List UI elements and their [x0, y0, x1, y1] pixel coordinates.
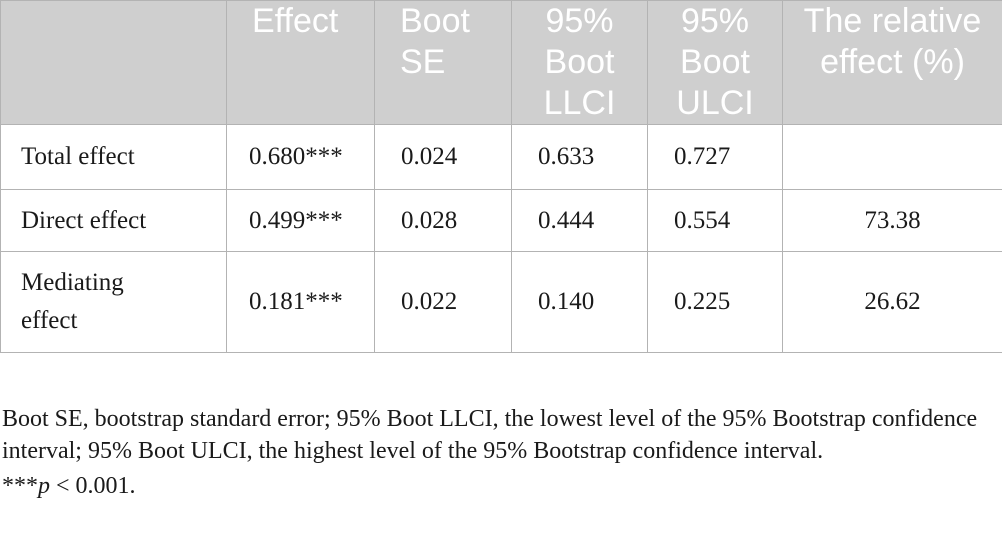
- cell-ulci: 0.727: [647, 124, 783, 190]
- significance-stars: ***: [2, 473, 38, 499]
- table-notes: Boot SE, bootstrap standard error; 95% B…: [2, 403, 992, 502]
- header-effect: Effect: [226, 0, 375, 125]
- table-header: Effect Boot SE 95% Boot LLCI 95% Boot UL…: [0, 0, 1002, 125]
- cell-effect: 0.680***: [226, 124, 375, 190]
- cell-boot-se: 0.028: [374, 189, 512, 252]
- p-symbol: p: [38, 473, 50, 499]
- mediation-effects-table: Effect Boot SE 95% Boot LLCI 95% Boot UL…: [0, 0, 1002, 353]
- cell-ulci: 0.225: [647, 251, 783, 353]
- significance-threshold: < 0.001.: [50, 473, 136, 499]
- header-relative-effect: The relative effect (%): [782, 0, 1002, 125]
- header-row: Effect Boot SE 95% Boot LLCI 95% Boot UL…: [0, 0, 1002, 125]
- header-boot-se: Boot SE: [374, 0, 512, 125]
- header-boot-ulci: 95% Boot ULCI: [647, 0, 783, 125]
- cell-effect: 0.499***: [226, 189, 375, 252]
- row-label: Mediating effect: [0, 251, 227, 353]
- cell-effect: 0.181***: [226, 251, 375, 353]
- table-body: Total effect 0.680*** 0.024 0.633 0.727 …: [0, 124, 1002, 353]
- row-label: Total effect: [0, 124, 227, 190]
- table-row: Total effect 0.680*** 0.024 0.633 0.727: [0, 124, 1002, 190]
- cell-relative-effect: 73.38: [782, 189, 1002, 252]
- row-label: Direct effect: [0, 189, 227, 252]
- header-stub: [0, 0, 227, 125]
- cell-llci: 0.140: [511, 251, 648, 353]
- cell-llci: 0.633: [511, 124, 648, 190]
- cell-llci: 0.444: [511, 189, 648, 252]
- cell-boot-se: 0.024: [374, 124, 512, 190]
- table-row: Direct effect 0.499*** 0.028 0.444 0.554…: [0, 189, 1002, 252]
- significance-footnote: ***p < 0.001.: [2, 470, 992, 502]
- abbreviations-note: Boot SE, bootstrap standard error; 95% B…: [2, 406, 978, 464]
- header-boot-llci: 95% Boot LLCI: [511, 0, 648, 125]
- table-row: Mediating effect 0.181*** 0.022 0.140 0.…: [0, 251, 1002, 353]
- cell-relative-effect: 26.62: [782, 251, 1002, 353]
- cell-relative-effect: [782, 124, 1002, 190]
- cell-boot-se: 0.022: [374, 251, 512, 353]
- cell-ulci: 0.554: [647, 189, 783, 252]
